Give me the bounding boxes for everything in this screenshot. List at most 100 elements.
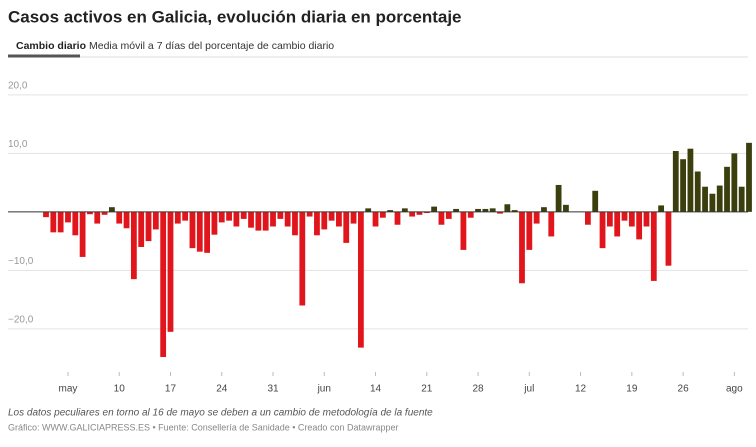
bar <box>196 211 203 252</box>
bar <box>292 211 298 236</box>
source: Gráfico: WWW.GALICIAPRESS.ES • Fuente: C… <box>8 422 398 432</box>
bar <box>130 211 137 280</box>
bar <box>548 211 555 237</box>
bar <box>189 211 196 249</box>
bar <box>423 211 430 214</box>
note: Los datos peculiares en torno al 16 de m… <box>8 408 433 419</box>
y-tick-label: 20,0 <box>8 80 28 91</box>
y-tick-label: −10,0 <box>8 256 34 267</box>
bar <box>475 208 481 212</box>
bar <box>123 211 130 229</box>
tab[interactable]: Media móvil a 7 días del porcentaje de c… <box>89 40 334 52</box>
bar <box>145 211 152 242</box>
bar <box>438 211 445 225</box>
bar <box>226 211 232 221</box>
bar <box>621 211 628 221</box>
bar <box>387 210 394 212</box>
bar <box>343 211 350 243</box>
bar <box>394 211 401 225</box>
bar <box>152 211 159 230</box>
bar <box>511 210 518 212</box>
bar <box>672 151 679 212</box>
bar <box>255 211 262 231</box>
bar <box>628 211 635 227</box>
bar <box>218 211 225 223</box>
x-tick-label: 19 <box>626 384 638 395</box>
bar <box>731 153 738 212</box>
x-tick-label: 21 <box>421 384 433 395</box>
bar <box>248 211 254 228</box>
bar <box>204 211 211 253</box>
bar <box>160 211 167 357</box>
bar <box>336 211 342 227</box>
bar <box>401 208 408 212</box>
bar <box>702 186 708 212</box>
bar <box>116 211 123 224</box>
bar <box>277 211 284 219</box>
chart-title: Casos activos en Galicia, evolución diar… <box>8 7 462 26</box>
bar <box>738 186 745 212</box>
bar <box>643 211 650 227</box>
bar <box>526 211 533 250</box>
bar <box>665 211 672 266</box>
bar <box>306 211 313 217</box>
bar <box>431 206 438 212</box>
bar <box>592 190 599 212</box>
x-tick-label: jun <box>317 384 331 395</box>
bar <box>94 211 101 224</box>
bar <box>299 211 306 306</box>
bar <box>43 211 49 218</box>
bar <box>167 211 174 332</box>
x-tick-label: ago <box>726 384 743 395</box>
bar <box>233 211 240 227</box>
bar <box>409 211 416 217</box>
bar <box>680 159 686 212</box>
bar <box>240 211 247 219</box>
bar <box>606 211 613 227</box>
bar <box>174 211 181 224</box>
bar <box>599 211 606 249</box>
bar <box>65 211 71 223</box>
bar <box>357 211 364 348</box>
bar <box>57 211 64 233</box>
bar <box>709 193 716 212</box>
bar <box>636 211 643 240</box>
x-tick-label: 28 <box>472 384 484 395</box>
x-tick-label: 24 <box>216 384 228 395</box>
bar <box>658 205 665 212</box>
bar <box>314 211 320 236</box>
bar <box>497 211 503 214</box>
x-tick-label: may <box>59 384 78 395</box>
bar <box>72 211 79 236</box>
bar <box>489 208 496 212</box>
bar <box>365 208 372 212</box>
bar <box>284 211 291 227</box>
bar <box>482 208 489 212</box>
bar <box>716 185 723 212</box>
bar <box>79 211 86 257</box>
bar <box>533 211 540 224</box>
bar <box>687 148 694 212</box>
bar <box>504 204 511 212</box>
bar <box>555 184 562 212</box>
bar <box>350 211 357 224</box>
bar <box>614 211 621 237</box>
bar <box>372 211 379 227</box>
bar <box>211 211 218 235</box>
x-tick-label: 12 <box>575 384 587 395</box>
bar <box>379 211 386 218</box>
bar <box>50 211 57 233</box>
bar <box>584 211 591 225</box>
x-tick-label: jul <box>523 384 534 395</box>
bar <box>519 211 525 284</box>
bar <box>650 211 657 281</box>
bar <box>416 211 423 215</box>
tab[interactable]: Cambio diario <box>16 40 86 52</box>
bar <box>328 211 335 221</box>
bar <box>694 171 701 212</box>
x-tick-label: 26 <box>678 384 690 395</box>
bar <box>460 211 467 250</box>
bar <box>453 208 459 212</box>
bar <box>467 211 474 218</box>
